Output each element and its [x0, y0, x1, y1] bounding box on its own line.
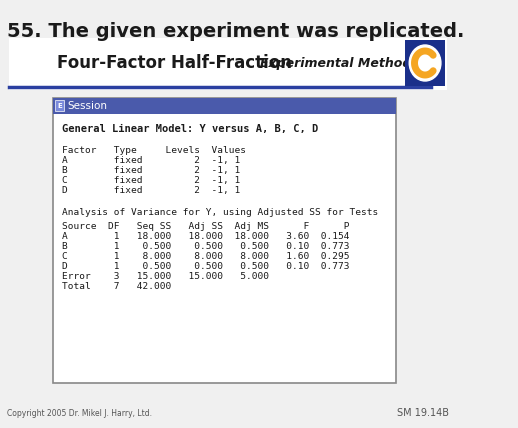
Text: Error    3   15.000   15.000   5.000: Error 3 15.000 15.000 5.000 [62, 272, 269, 281]
Text: Factor   Type     Levels  Values: Factor Type Levels Values [62, 146, 246, 155]
FancyBboxPatch shape [54, 100, 64, 111]
FancyBboxPatch shape [53, 98, 396, 383]
Text: SM 19.14B: SM 19.14B [397, 408, 449, 418]
Text: Four-Factor Half-Fraction: Four-Factor Half-Fraction [57, 54, 292, 72]
Text: D        1    0.500    0.500   0.500   0.10  0.773: D 1 0.500 0.500 0.500 0.10 0.773 [62, 262, 349, 271]
Text: A        fixed         2  -1, 1: A fixed 2 -1, 1 [62, 156, 240, 165]
Text: E: E [57, 103, 62, 109]
Text: Experimental Methods: Experimental Methods [260, 56, 419, 69]
Text: A        1   18.000   18.000  18.000   3.60  0.154: A 1 18.000 18.000 18.000 3.60 0.154 [62, 232, 349, 241]
Text: Session: Session [68, 101, 108, 111]
Text: B        1    0.500    0.500   0.500   0.10  0.773: B 1 0.500 0.500 0.500 0.10 0.773 [62, 242, 349, 251]
Circle shape [409, 45, 441, 81]
Text: D        fixed         2  -1, 1: D fixed 2 -1, 1 [62, 186, 240, 195]
FancyBboxPatch shape [9, 38, 447, 90]
Text: Copyright 2005 Dr. Mikel J. Harry, Ltd.: Copyright 2005 Dr. Mikel J. Harry, Ltd. [7, 409, 152, 418]
FancyBboxPatch shape [53, 98, 396, 114]
FancyBboxPatch shape [405, 40, 445, 86]
Text: C        fixed         2  -1, 1: C fixed 2 -1, 1 [62, 176, 240, 185]
Text: Analysis of Variance for Y, using Adjusted SS for Tests: Analysis of Variance for Y, using Adjust… [62, 208, 378, 217]
Text: B        fixed         2  -1, 1: B fixed 2 -1, 1 [62, 166, 240, 175]
Text: General Linear Model: Y versus A, B, C, D: General Linear Model: Y versus A, B, C, … [62, 124, 318, 134]
Text: Total    7   42.000: Total 7 42.000 [62, 282, 171, 291]
Text: 55. The given experiment was replicated.: 55. The given experiment was replicated. [7, 22, 465, 41]
Text: Source  DF   Seq SS   Adj SS  Adj MS      F      P: Source DF Seq SS Adj SS Adj MS F P [62, 222, 349, 231]
Text: C        1    8.000    8.000   8.000   1.60  0.295: C 1 8.000 8.000 8.000 1.60 0.295 [62, 252, 349, 261]
